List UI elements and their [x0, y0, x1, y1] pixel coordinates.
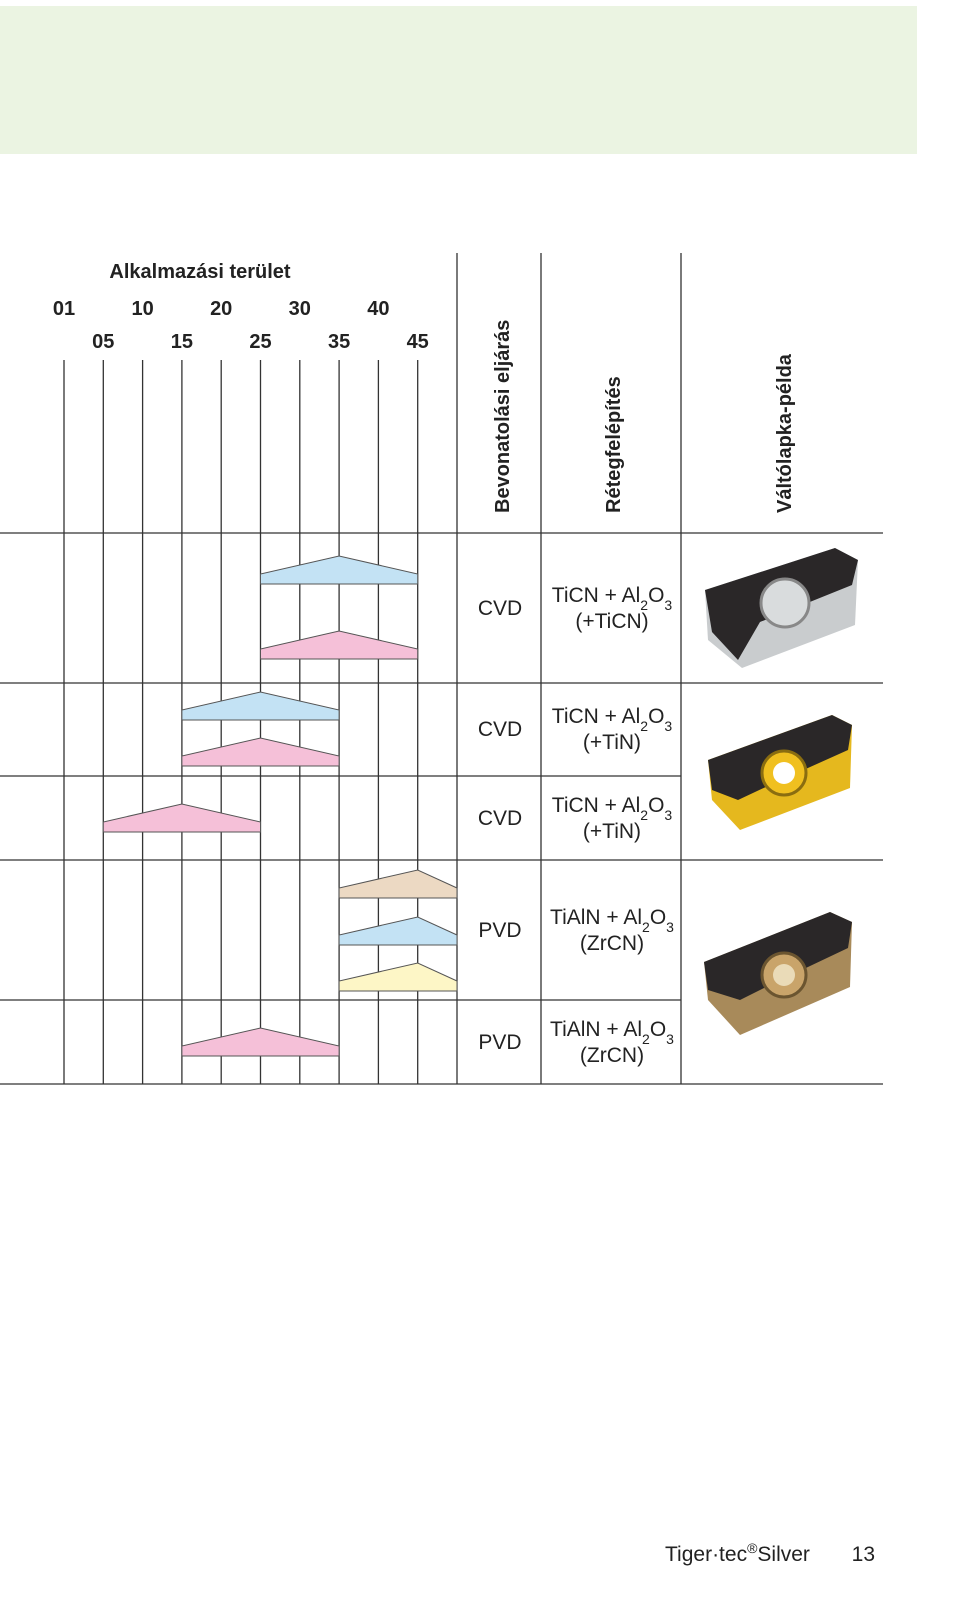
layer-extra: (+TiCN)	[575, 610, 648, 633]
scale-tick-label: 45	[407, 331, 429, 353]
coating: PVD	[478, 1031, 521, 1054]
layer: TiCN + Al2O3	[552, 705, 673, 734]
layer-part: O	[650, 1018, 666, 1041]
range-bar	[260, 630, 419, 660]
scale-tick-label: 40	[367, 298, 389, 320]
scale-tick-label: 10	[131, 298, 153, 320]
scale-tick-label: 25	[249, 331, 271, 353]
layer-part: O	[648, 794, 664, 817]
column-header: Bevonatolási eljárás	[492, 320, 514, 513]
range-bar	[102, 803, 261, 833]
brand-part: Tiger·tec	[665, 1543, 747, 1566]
insert-image	[708, 715, 852, 830]
range-bar	[338, 916, 458, 946]
layer-part: O	[648, 584, 664, 607]
layer-extra: (+TiN)	[583, 731, 641, 754]
table-frame	[0, 253, 883, 1085]
layer-extra: (ZrCN)	[580, 932, 644, 955]
scale-tick-label: 30	[289, 298, 311, 320]
coating: PVD	[478, 919, 521, 942]
layer-part: 2	[640, 807, 648, 823]
range-bar	[181, 1027, 340, 1057]
scale-tick-label: 15	[171, 331, 193, 353]
brand-part: Silver	[757, 1543, 810, 1566]
top-band	[0, 6, 917, 154]
range-bar	[181, 737, 340, 767]
footer-brand: Tiger·tec®Silver	[665, 1540, 810, 1566]
range-bar	[181, 691, 340, 721]
coating: CVD	[478, 718, 522, 741]
layer-part: TiAlN + Al	[550, 1018, 642, 1041]
layer: TiAlN + Al2O3	[550, 1018, 674, 1047]
scale-tick-label: 35	[328, 331, 350, 353]
layer-part: 3	[666, 1031, 674, 1047]
layer-part: O	[648, 705, 664, 728]
layer: TiCN + Al2O3	[552, 794, 673, 823]
layer-extra: (ZrCN)	[580, 1044, 644, 1067]
layer-part: TiAlN + Al	[550, 906, 642, 929]
layer-part: TiCN + Al	[552, 584, 641, 607]
scale-tick-label: 05	[92, 331, 114, 353]
page-number: 13	[852, 1543, 875, 1566]
insert-image	[705, 548, 858, 668]
layer-part: 2	[642, 1031, 650, 1047]
range-bar	[338, 869, 458, 899]
layer-part: 3	[664, 807, 672, 823]
layer-part: 3	[664, 718, 672, 734]
range-bar	[338, 962, 458, 992]
layer-part: TiCN + Al	[552, 705, 641, 728]
layer: TiCN + Al2O3	[552, 584, 673, 613]
column-header: Rétegfelépítés	[603, 376, 625, 513]
brand-part: ®	[747, 1540, 758, 1556]
layer-part: 2	[642, 919, 650, 935]
coating: CVD	[478, 807, 522, 830]
coating: CVD	[478, 597, 522, 620]
insert-image	[704, 912, 852, 1035]
scale-tick-label: 01	[53, 298, 75, 320]
layer-part: O	[650, 906, 666, 929]
column-header: Váltólapka-példa	[774, 353, 796, 513]
layer-part: 2	[640, 597, 648, 613]
layer-extra: (+TiN)	[583, 820, 641, 843]
layer-part: 3	[664, 597, 672, 613]
layer-part: 2	[640, 718, 648, 734]
scale-title: Alkalmazási terület	[109, 261, 291, 283]
range-bar	[260, 555, 419, 585]
scale-tick-label: 20	[210, 298, 232, 320]
layer-part: TiCN + Al	[552, 794, 641, 817]
layer-part: 3	[666, 919, 674, 935]
layer: TiAlN + Al2O3	[550, 906, 674, 935]
